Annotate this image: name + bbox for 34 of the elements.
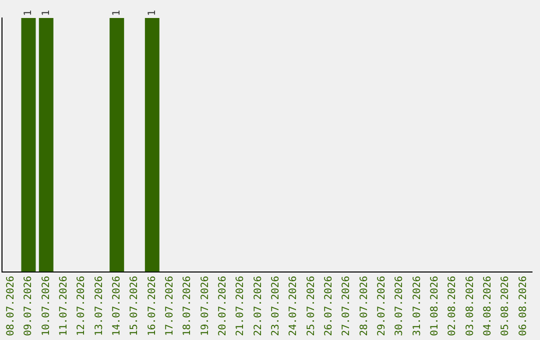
- x-tick-label: 30.07.2026: [394, 276, 406, 336]
- x-tick-label: 25.07.2026: [306, 276, 317, 336]
- x-tick-label: 13.07.2026: [94, 276, 105, 336]
- x-tick-label: 04.08.2026: [482, 276, 494, 336]
- x-tick-label: 10.07.2026: [40, 276, 52, 336]
- x-tick-label: 26.07.2026: [323, 276, 334, 336]
- x-tick-label: 23.07.2026: [270, 276, 282, 336]
- x-tick-label: 11.07.2026: [58, 276, 70, 336]
- x-tick-label: 24.07.2026: [288, 276, 300, 336]
- x-tick-label: 01.08.2026: [429, 276, 440, 336]
- data-label: 1: [146, 10, 158, 16]
- data-label: 1: [40, 10, 52, 16]
- x-tick-label: 12.07.2026: [76, 276, 88, 336]
- x-tick-label: 31.07.2026: [412, 276, 423, 336]
- x-tick-label: 05.08.2026: [500, 276, 512, 336]
- x-tick-label: 08.07.2026: [5, 276, 16, 336]
- x-tick-label: 17.07.2026: [164, 276, 176, 336]
- x-tick-label: 27.07.2026: [341, 276, 352, 336]
- x-tick-label: 16.07.2026: [146, 276, 158, 336]
- x-tick-label: 28.07.2026: [358, 276, 370, 336]
- x-tick-label: 15.07.2026: [129, 276, 140, 336]
- data-label: 1: [23, 10, 34, 16]
- x-tick-label: 14.07.2026: [111, 276, 122, 336]
- x-tick-label: 19.07.2026: [200, 276, 211, 336]
- x-tick-label: 18.07.2026: [182, 276, 194, 336]
- x-tick-label: 03.08.2026: [464, 276, 476, 336]
- data-label: 1: [111, 10, 122, 16]
- x-tick-label: 20.07.2026: [217, 276, 228, 336]
- x-tick-label: 29.07.2026: [376, 276, 388, 336]
- x-tick-label: 21.07.2026: [235, 276, 246, 336]
- x-tick-label: 02.08.2026: [447, 276, 458, 336]
- x-tick-label: 09.07.2026: [23, 276, 34, 336]
- x-tick-label: 22.07.2026: [252, 276, 264, 336]
- x-tick-label: 06.08.2026: [518, 276, 529, 336]
